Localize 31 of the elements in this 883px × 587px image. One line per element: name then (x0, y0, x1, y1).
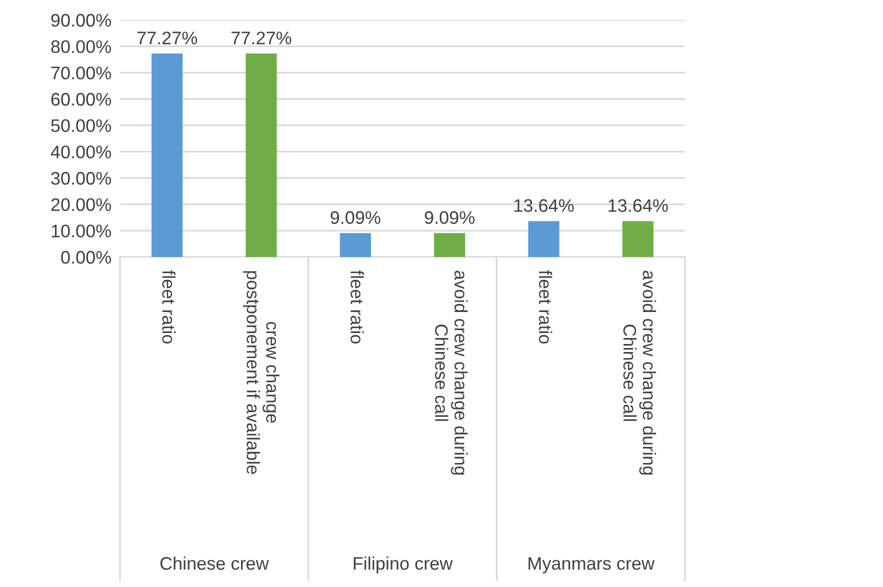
data-label: 13.64% (514, 199, 574, 212)
x-tick-label: fleet ratio (162, 270, 176, 344)
data-label: 13.64% (608, 199, 668, 212)
data-label: 77.27% (232, 32, 292, 44)
bar (246, 54, 277, 257)
bar (340, 233, 371, 257)
y-tick-label: 90.00% (51, 14, 112, 27)
y-tick-label: 10.00% (52, 224, 112, 238)
x-tick-label: avoid crew change during Chinese call (623, 270, 656, 475)
bar (622, 221, 654, 257)
y-tick-label: 70.00% (51, 66, 112, 80)
bar (528, 221, 560, 257)
text: Chinese crew (160, 556, 269, 570)
y-tick-label: 30.00% (51, 172, 112, 185)
bar (152, 54, 183, 257)
text: Myanmars crew (528, 557, 655, 574)
data-label: 9.09% (330, 211, 380, 224)
y-tick-label: 40.00% (50, 146, 112, 158)
bar (434, 233, 466, 257)
y-tick-label: 20.00% (51, 198, 112, 212)
x-tick-label: fleet ratio (538, 270, 552, 344)
data-label: 9.09% (424, 211, 475, 224)
y-tick-label: 80.00% (51, 40, 112, 54)
data-label: 77.27% (137, 32, 198, 44)
x-tick-label: avoid crew change during Chinese call (435, 270, 468, 475)
x-tick-label: fleet ratio (350, 270, 364, 344)
text: Filipino crew (354, 556, 453, 574)
y-tick-label: 0.00% (61, 250, 112, 264)
x-tick-label: crew change postponement if available (243, 271, 280, 474)
y-tick-label: 60.00% (51, 92, 112, 106)
y-tick-label: 50.00% (51, 119, 112, 132)
